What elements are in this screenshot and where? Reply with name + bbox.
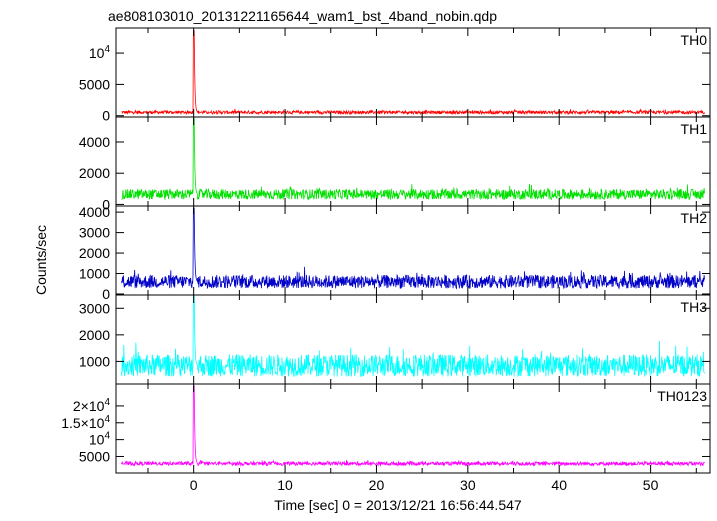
chart-title: ae808103010_20131221165644_wam1_bst_4ban… <box>108 8 497 24</box>
y-tick-label: 104 <box>89 431 111 448</box>
panel-label-th3: TH3 <box>681 299 708 315</box>
y-tick-label: 2000 <box>79 327 110 343</box>
y-tick-label: 1000 <box>79 353 110 369</box>
y-tick-label: 1.5×104 <box>61 414 110 431</box>
y-tick-label: 0 <box>102 286 110 302</box>
y-tick-label: 4000 <box>79 134 110 150</box>
series-line-th2 <box>121 207 705 290</box>
series-line-th1 <box>121 118 705 201</box>
y-tick-label: 2000 <box>79 245 110 261</box>
y-tick-label: 3000 <box>79 225 110 241</box>
y-tick-label: 1000 <box>79 266 110 282</box>
x-tick-label: 20 <box>369 477 385 493</box>
y-tick-label: 0 <box>102 108 110 124</box>
panel-frame-th0123 <box>115 383 711 474</box>
x-tick-label: 0 <box>190 477 198 493</box>
series-line-th3 <box>121 294 705 378</box>
y-tick-label: 104 <box>89 44 111 61</box>
y-tick-label: 0 <box>102 196 110 212</box>
y-axis-label: Counts/sec <box>33 225 49 295</box>
y-tick-label: 3000 <box>79 300 110 316</box>
panel-label-th1: TH1 <box>681 121 708 137</box>
x-axis-label: Time [sec] 0 = 2013/12/21 16:56:44.547 <box>274 497 522 513</box>
panel-label-th0123: TH0123 <box>657 388 707 404</box>
y-tick-label: 5000 <box>79 448 110 464</box>
y-tick-label: 4000 <box>79 204 110 220</box>
x-tick-label: 30 <box>460 477 476 493</box>
panel-frame-th0 <box>115 27 711 118</box>
x-tick-label: 10 <box>277 477 293 493</box>
panel-label-th2: TH2 <box>681 210 708 226</box>
series-line-th0123 <box>121 385 705 467</box>
y-tick-label: 5000 <box>79 76 110 92</box>
x-tick-label: 50 <box>643 477 659 493</box>
y-tick-label: 2×104 <box>73 397 111 414</box>
panels-group: 05000104TH0020004000TH101000200030004000… <box>61 27 711 493</box>
y-tick-label: 2000 <box>79 165 110 181</box>
panel-label-th0: TH0 <box>681 32 708 48</box>
x-tick-label: 40 <box>551 477 567 493</box>
series-line-th0 <box>121 30 705 116</box>
